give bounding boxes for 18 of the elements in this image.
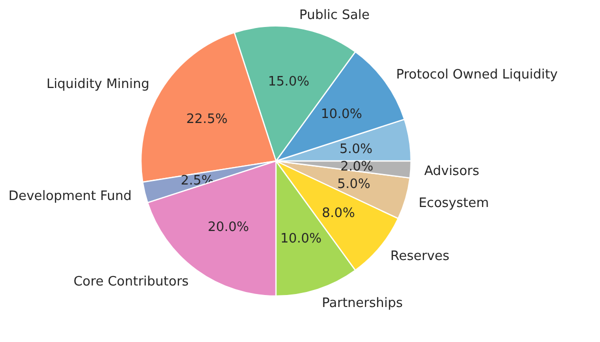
data-label: 20.0% xyxy=(208,220,250,236)
slice-label: Ecosystem xyxy=(418,196,489,211)
slice-label: Core Contributors xyxy=(73,274,189,290)
data-label: 22.5% xyxy=(186,112,228,128)
data-label: 10.0% xyxy=(320,106,362,122)
data-label: 2.0% xyxy=(340,160,374,175)
data-label: 10.0% xyxy=(280,232,322,247)
data-label: 5.0% xyxy=(337,177,370,192)
data-label: 8.0% xyxy=(322,206,355,222)
slice-label: Liquidity Mining xyxy=(46,76,150,92)
slice-label: Partnerships xyxy=(322,296,404,311)
data-label: 5.0% xyxy=(339,142,373,157)
slice-label: Public Sale xyxy=(299,8,370,23)
slice-label: Reserves xyxy=(390,249,450,264)
slice-label: Development Fund xyxy=(8,189,132,204)
slice-label: Protocol Owned Liquidity xyxy=(396,67,558,82)
slice-label: Advisors xyxy=(424,164,480,179)
data-label: 15.0% xyxy=(268,74,310,90)
